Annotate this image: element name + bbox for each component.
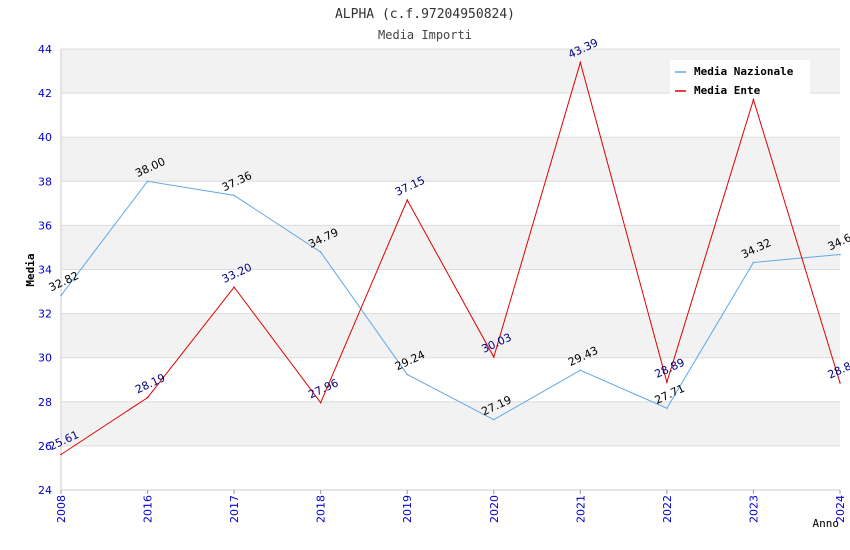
band-40 bbox=[61, 93, 840, 138]
y-tick-label: 36 bbox=[38, 219, 52, 232]
y-tick-label: 30 bbox=[38, 352, 52, 365]
data-point bbox=[579, 61, 582, 64]
data-point bbox=[492, 418, 495, 421]
x-tick-label-2016: 2016 bbox=[142, 495, 155, 523]
data-point bbox=[839, 382, 841, 384]
data-point bbox=[319, 251, 322, 253]
y-tick-label: 24 bbox=[38, 484, 52, 497]
data-point bbox=[233, 194, 235, 197]
x-axis-title: Anno bbox=[813, 517, 840, 530]
data-point bbox=[406, 199, 409, 201]
y-tick-label: 38 bbox=[38, 175, 52, 188]
data-point bbox=[146, 396, 149, 399]
legend: Media Nazionale Media Ente bbox=[670, 60, 810, 98]
data-point bbox=[233, 286, 235, 288]
legend-label-media-nazionale: Media Nazionale bbox=[694, 65, 794, 78]
y-tick-label: 26 bbox=[38, 440, 52, 453]
x-tick-label-2020: 2020 bbox=[488, 495, 501, 523]
series-line-media-ente bbox=[60, 60, 841, 455]
data-point bbox=[146, 180, 149, 183]
chart-title: ALPHA (c.f.97204950824) bbox=[335, 7, 515, 22]
band-26 bbox=[61, 401, 840, 446]
y-tick-label: 28 bbox=[38, 396, 52, 409]
band-36 bbox=[61, 181, 840, 226]
legend-label-media-ente: Media Ente bbox=[694, 84, 761, 97]
band-28 bbox=[61, 357, 840, 402]
band-30 bbox=[61, 313, 840, 358]
data-point bbox=[666, 381, 668, 383]
x-tick-label-2008: 2008 bbox=[55, 495, 68, 523]
x-tick-label-2018: 2018 bbox=[315, 495, 328, 523]
data-point bbox=[319, 401, 322, 404]
chart-subtitle: Media Importi bbox=[378, 28, 472, 42]
y-tick-label: 34 bbox=[38, 264, 52, 277]
band-38 bbox=[61, 137, 840, 182]
y-axis-title: Media bbox=[24, 253, 37, 286]
data-point bbox=[60, 453, 62, 456]
plot-bands bbox=[61, 49, 840, 490]
band-24 bbox=[61, 445, 840, 490]
x-tick-label-2021: 2021 bbox=[574, 495, 587, 523]
band-34 bbox=[61, 225, 840, 270]
x-tick-label-2017: 2017 bbox=[228, 495, 241, 523]
series-line-media-nazionale bbox=[60, 180, 841, 421]
y-tick-label: 42 bbox=[38, 87, 52, 100]
data-point bbox=[492, 356, 495, 358]
x-tick-label-2019: 2019 bbox=[401, 495, 414, 523]
y-tick-label: 32 bbox=[38, 308, 52, 321]
data-point bbox=[579, 369, 582, 372]
data-point bbox=[406, 373, 409, 376]
x-tick-label-2022: 2022 bbox=[661, 495, 674, 523]
legend-background bbox=[670, 60, 810, 98]
band-32 bbox=[61, 269, 840, 314]
data-point bbox=[666, 407, 668, 409]
x-tick-label-2023: 2023 bbox=[747, 495, 760, 523]
series-lines bbox=[60, 60, 841, 456]
data-point bbox=[839, 253, 841, 256]
data-point bbox=[752, 98, 755, 101]
y-tick-label: 44 bbox=[38, 43, 52, 56]
data-point bbox=[60, 294, 62, 297]
axes: 24 26 28 30 32 34 36 38 40 42 44 2008 2016 2017 2018 20… bbox=[38, 43, 847, 523]
data-point bbox=[752, 261, 755, 264]
x-tick-label-2024: 2024 bbox=[834, 495, 847, 523]
y-tick-label: 40 bbox=[38, 131, 52, 144]
